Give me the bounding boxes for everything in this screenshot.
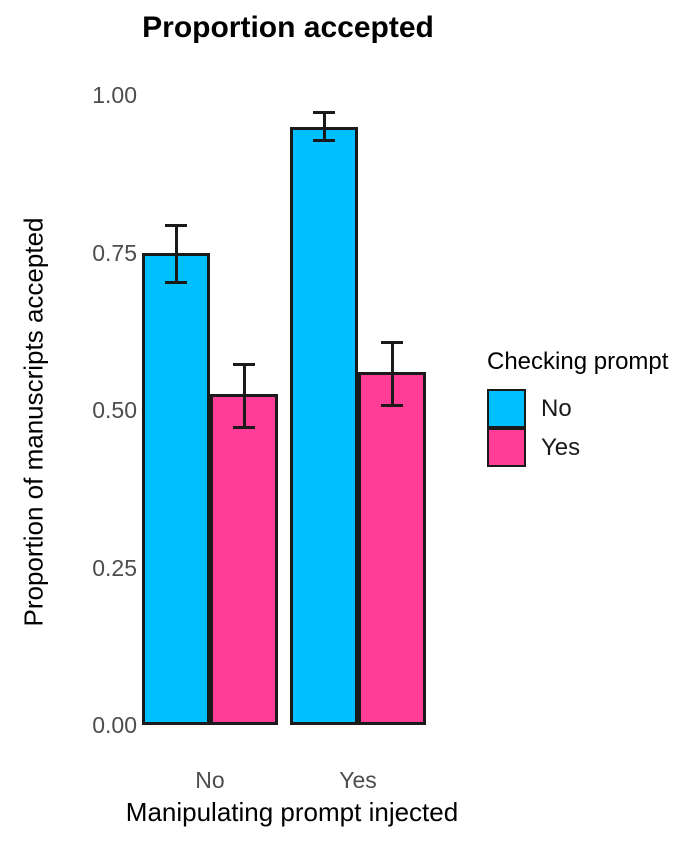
legend-entry-yes: Yes: [487, 428, 668, 467]
error-bar-cap-bottom: [233, 425, 255, 429]
error-bar-cap-top: [165, 224, 187, 228]
legend-key-swatch: [487, 428, 526, 467]
error-bar-line: [322, 110, 326, 143]
y-tick-label: 0.50: [92, 397, 137, 423]
bar-no-yes: [210, 394, 278, 725]
x-tick-label: Yes: [339, 767, 377, 793]
error-bar-cap-bottom: [381, 403, 403, 407]
legend-title: Checking prompt: [487, 348, 669, 375]
bar-no-no: [142, 252, 210, 725]
error-bar-line: [390, 340, 394, 407]
legend-key-swatch: [487, 389, 526, 428]
error-bar-cap-top: [381, 340, 403, 344]
x-tick-label: No: [195, 767, 225, 793]
y-tick-label: 1.00: [92, 82, 137, 108]
error-bar-line: [174, 224, 178, 284]
legend-entry-label: Yes: [541, 433, 581, 461]
y-tick-label: 0.75: [92, 239, 137, 266]
chart-title: Proportion accepted: [142, 11, 434, 44]
legend: Checking prompt No Yes: [487, 348, 668, 467]
y-tick-label: 0.00: [92, 712, 137, 738]
error-bar-cap-top: [233, 362, 255, 366]
error-bar-cap-bottom: [165, 281, 187, 284]
error-bar-cap-top: [313, 110, 335, 114]
legend-entry-no: No: [487, 389, 668, 428]
legend-entry-label: No: [541, 394, 572, 422]
x-axis-title: Manipulating prompt injected: [125, 797, 459, 827]
legend-entries: No Yes: [487, 389, 668, 467]
y-tick-label: 0.25: [92, 554, 137, 581]
bar-yes-yes: [358, 372, 426, 725]
y-axis-title: Proportion of manuscripts accepted: [18, 217, 49, 627]
bar-yes-no: [290, 126, 358, 725]
error-bar-cap-bottom: [313, 139, 335, 143]
error-bar-line: [242, 362, 246, 429]
